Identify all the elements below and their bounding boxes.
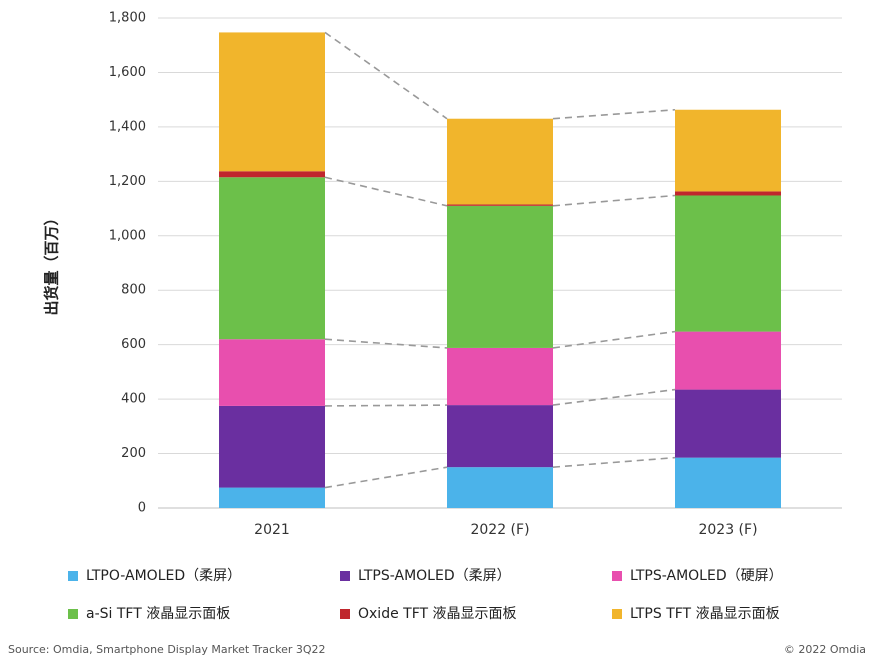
y-tick-label: 200 [121,446,146,461]
bar-segment [447,205,553,348]
bar-segment [675,191,781,196]
y-tick-label: 0 [138,501,146,516]
y-tick-label: 1,000 [109,228,146,243]
x-tick-label: 2021 [254,522,290,538]
bar-segment [447,347,553,406]
x-tick-label: 2022 (F) [470,522,529,538]
y-tick-label: 1,200 [109,174,146,189]
legend-swatch [612,571,622,581]
bar-segment [219,405,325,488]
bar-segment [447,204,553,206]
legend-swatch [340,571,350,581]
bar-segment [675,457,781,508]
bar-segment [219,339,325,406]
connector [324,338,448,349]
y-axis-label: 出货量（百万） [43,210,61,315]
bar-segment [675,331,781,390]
y-tick-label: 1,600 [109,65,146,80]
bar-segment [447,118,553,205]
bar-segment [675,389,781,458]
connector [324,31,448,120]
legend-label: LTPS-AMOLED（柔屏） [358,568,511,584]
y-tick-label: 1,800 [109,11,146,26]
y-tick-label: 800 [121,283,146,298]
copyright: © 2022 Omdia [784,643,866,656]
bar-segment [675,195,781,332]
bar-segment [219,32,325,172]
connector [324,404,448,407]
legend-swatch [68,571,78,581]
legend-swatch [340,609,350,619]
bar-segment [675,109,781,192]
bar-segment [219,487,325,508]
connector [552,456,676,468]
y-tick-label: 600 [121,337,146,352]
legend-swatch [612,609,622,619]
legend-label: Oxide TFT 液晶显示面板 [358,606,517,622]
x-tick-label: 2023 (F) [698,522,757,538]
connector [552,194,676,207]
bar-segment [447,467,553,508]
legend-label: LTPS TFT 液晶显示面板 [630,606,780,622]
y-tick-label: 1,400 [109,119,146,134]
connector [324,176,448,207]
legend-label: a-Si TFT 液晶显示面板 [86,606,230,622]
connector [324,466,448,489]
connector [552,388,676,406]
legend-label: LTPO-AMOLED（柔屏） [86,568,241,584]
connector [552,108,676,120]
bar-segment [219,177,325,340]
bar-segment [447,405,553,468]
bar-segment [219,171,325,178]
legend-swatch [68,609,78,619]
legend-label: LTPS-AMOLED（硬屏） [630,568,783,584]
y-tick-label: 400 [121,392,146,407]
connector [552,330,676,349]
source: Source: Omdia, Smartphone Display Market… [8,643,326,656]
